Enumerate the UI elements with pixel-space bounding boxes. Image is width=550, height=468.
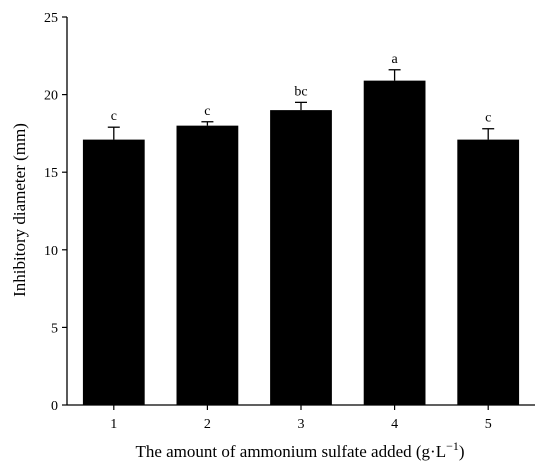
x-axis-label-main: The amount of ammonium sulfate added (g·… — [135, 442, 446, 461]
y-tick-label-0: 0 — [51, 399, 58, 414]
y-tick-labels-layer: 0 5 10 15 20 25 — [44, 11, 58, 414]
significance-label-1: c — [111, 109, 117, 124]
y-tick-label-15: 15 — [44, 166, 58, 181]
x-axis-label-close: ) — [459, 442, 465, 461]
significance-label-2: c — [204, 104, 210, 119]
bar-1 — [82, 139, 145, 405]
x-tick-labels-layer: 1 2 3 4 5 — [110, 417, 491, 432]
y-tick-label-20: 20 — [44, 89, 58, 104]
y-tick-label-5: 5 — [51, 321, 58, 336]
bar-5 — [457, 139, 520, 405]
significance-labels-layer: c c bc a c — [111, 52, 492, 126]
bar-4 — [363, 80, 426, 405]
axes-layer — [62, 16, 535, 410]
y-tick-label-25: 25 — [44, 11, 58, 26]
x-axis-label: The amount of ammonium sulfate added (g·… — [135, 439, 464, 461]
significance-label-4: a — [391, 52, 398, 67]
x-tick-label-4: 4 — [391, 417, 398, 432]
bar-3 — [270, 110, 332, 406]
x-tick-label-5: 5 — [485, 417, 492, 432]
significance-label-5: c — [485, 111, 491, 126]
significance-label-3: bc — [294, 84, 307, 99]
x-tick-label-2: 2 — [204, 417, 211, 432]
bars-layer — [82, 80, 520, 406]
bar-2 — [176, 125, 239, 405]
x-tick-label-3: 3 — [298, 417, 305, 432]
y-tick-label-10: 10 — [44, 244, 58, 259]
x-axis-label-exponent: −1 — [446, 439, 459, 453]
error-bars-layer — [107, 69, 495, 140]
y-axis-label: Inhibitory diameter (mm) — [10, 123, 29, 297]
x-tick-label-1: 1 — [110, 417, 117, 432]
